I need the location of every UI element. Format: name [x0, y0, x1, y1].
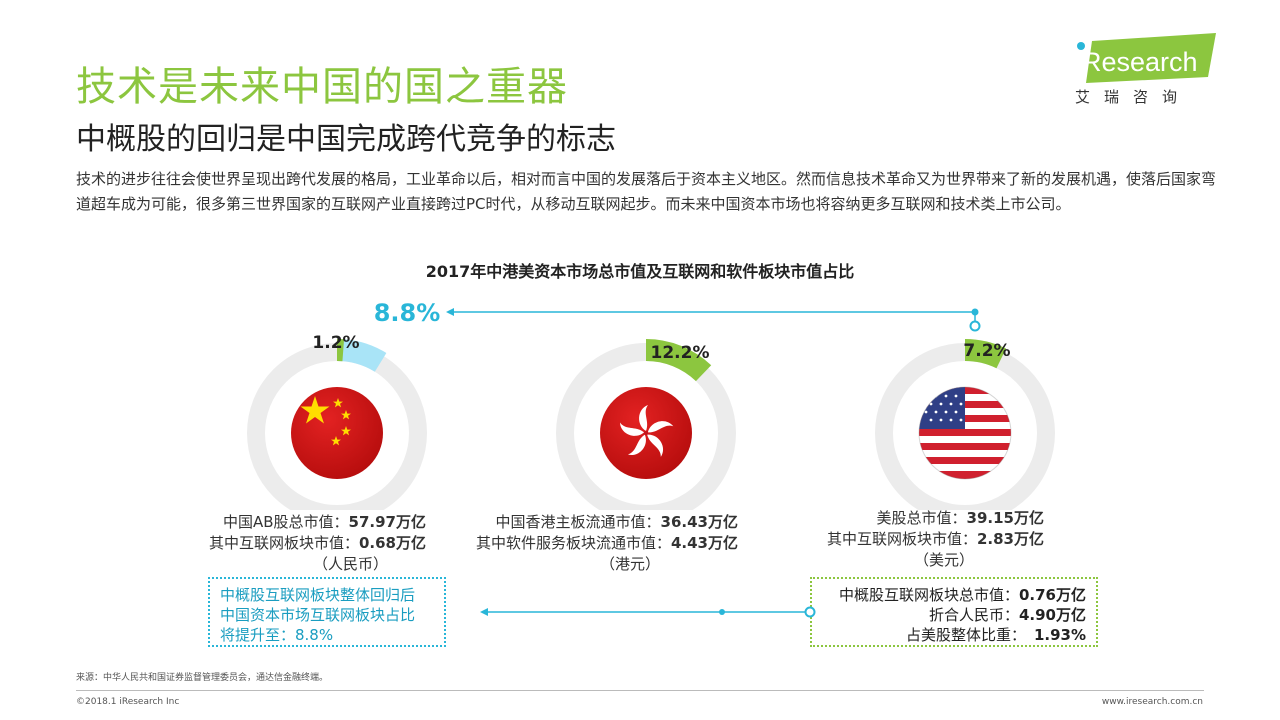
- usa-summary-label: 中概股互联网板块总市值：: [838, 586, 1019, 604]
- usa-summary-value: 0.76万亿: [1018, 586, 1086, 604]
- hongkong-value-label: 12.2%: [651, 343, 710, 363]
- page-title: 技术是未来中国的国之重器: [76, 64, 568, 110]
- iresearch-logo: iResearch: [1076, 33, 1216, 83]
- usa-summary-label: 占美股整体比重：: [905, 626, 1026, 644]
- hongkong-flag-icon: [600, 387, 692, 479]
- annotation-top-label: 8.8%: [374, 299, 441, 327]
- bottom-connector: [480, 606, 816, 618]
- usa-segment-value: 2.83万亿: [976, 530, 1044, 548]
- hongkong-total-label: 中国香港主板流通市值：: [495, 513, 661, 531]
- usa-share-slice: [965, 339, 1007, 369]
- usa-segment-label: 其中互联网板块市值：: [826, 530, 977, 548]
- usa-unit: （美元）: [913, 551, 974, 569]
- source-note: 来源：中华人民共和国证券监督管理委员会，通达信金融终端。: [76, 673, 329, 683]
- usa-summary-label: 折合人民币：: [928, 606, 1019, 624]
- china-value-label: 1.2%: [312, 333, 359, 353]
- china-summary-line: 中国资本市场互联网板块占比: [220, 606, 416, 624]
- china-total-value: 57.97万亿: [348, 513, 426, 531]
- logo-wordmark: iResearch: [1076, 47, 1198, 77]
- top-arrowhead: [446, 308, 454, 316]
- usa-summary-value: 1.93%: [1033, 626, 1086, 644]
- china-summary-line: 中概股互联网板块整体回归后: [220, 586, 416, 604]
- china-unit: （人民币）: [312, 555, 388, 573]
- china-summary-box: 中概股互联网板块整体回归后 中国资本市场互联网板块占比 将提升至：8.8%: [208, 577, 446, 647]
- usa-total-label: 美股总市值：: [876, 509, 967, 527]
- usa-summary-value: 4.90万亿: [1018, 606, 1086, 624]
- hongkong-labels: 中国香港主板流通市值：36.43万亿 其中软件服务板块流通市值：4.43万亿 （…: [430, 512, 738, 575]
- chart-title: 2017年中港美资本市场总市值及互联网和软件板块市值占比: [425, 262, 855, 281]
- copyright: ©2018.1 iResearch Inc: [76, 697, 180, 707]
- top-connector-dot: [971, 308, 979, 316]
- usa-total-value: 39.15万亿: [966, 509, 1044, 527]
- china-labels: 中国AB股总市值：57.97万亿 其中互联网板块市值：0.68万亿 （人民币）: [150, 512, 426, 575]
- intro-paragraph: 技术的进步往往会使世界呈现出跨代发展的格局，工业革命以后，相对而言中国的发展落后…: [76, 170, 1217, 213]
- hongkong-unit: （港元）: [599, 555, 660, 573]
- usa-summary-box: 中概股互联网板块总市值：0.76万亿 折合人民币：4.90万亿 占美股整体比重：…: [810, 577, 1098, 647]
- china-return-share-slice: [337, 339, 387, 372]
- china-total-label: 中国AB股总市值：: [222, 513, 349, 531]
- usa-value-label: 7.2%: [963, 341, 1010, 361]
- china-segment-value: 0.68万亿: [358, 534, 426, 552]
- hongkong-segment-label: 其中软件服务板块流通市值：: [475, 534, 671, 552]
- china-segment-label: 其中互联网板块市值：: [208, 534, 359, 552]
- hongkong-total-value: 36.43万亿: [660, 513, 738, 531]
- donut-charts: 8.8% 1.2% 12.2% 7.2%: [247, 299, 1055, 510]
- usa-flag-icon: [918, 386, 1012, 480]
- hongkong-segment-value: 4.43万亿: [670, 534, 738, 552]
- usa-labels: 美股总市值：39.15万亿 其中互联网板块市值：2.83万亿 （美元）: [760, 508, 1044, 571]
- footer-divider: [76, 690, 1204, 691]
- website-link[interactable]: www.iresearch.com.cn: [1101, 697, 1203, 707]
- china-summary-line: 将提升至：8.8%: [220, 626, 334, 644]
- page-subtitle: 中概股的回归是中国完成跨代竞争的标志: [76, 122, 616, 157]
- hongkong-share-slice: [646, 339, 712, 382]
- china-flag-icon: [291, 387, 383, 479]
- logo-subtitle: 艾瑞咨询: [1075, 88, 1192, 106]
- top-connector-ring: [969, 320, 981, 332]
- china-share-slice: [337, 339, 345, 362]
